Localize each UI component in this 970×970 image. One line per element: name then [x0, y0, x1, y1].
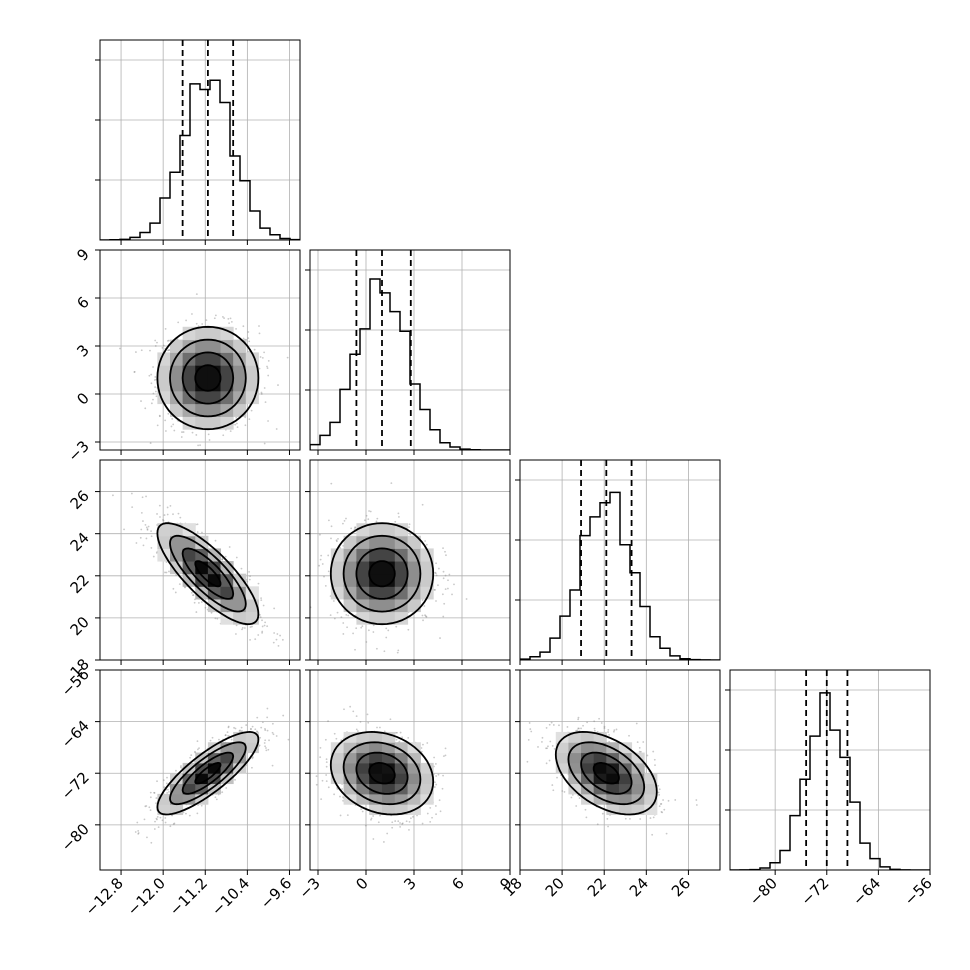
scatter-panel-3-2: 18 20 22 24 26: [500, 669, 721, 900]
x-tick-label: −10.4: [208, 874, 253, 919]
histogram-0: [100, 79, 300, 240]
density-grid: [157, 326, 259, 430]
contour-1: [580, 751, 633, 795]
contour-1: [181, 351, 235, 405]
x-tick-label: −3: [295, 874, 323, 902]
contour-1: [355, 547, 409, 600]
panel-frame: [99, 669, 301, 871]
panel-frame: [309, 669, 511, 871]
y-tick-label: 6: [73, 293, 92, 312]
contour-3: [554, 730, 658, 816]
y-tick-label: −72: [58, 768, 93, 803]
scatter-panel-1-0: −3 0 3 6 9: [64, 245, 301, 465]
y-tick-label: 24: [67, 529, 93, 555]
contour-3: [156, 325, 260, 431]
y-tick-label: 20: [67, 613, 93, 639]
x-tick-label: −9.6: [257, 874, 295, 912]
scatter-panel-3-1: −3 0 3 6 9: [295, 669, 516, 902]
x-tick-label: 22: [584, 874, 610, 900]
density-grid: [330, 731, 434, 816]
hist-panel-3: −80 −72 −64 −56: [725, 669, 936, 909]
y-tick-label: −3: [64, 437, 92, 465]
density-grid: [555, 731, 658, 816]
x-tick-label: −80: [746, 874, 781, 909]
contour-1: [181, 751, 235, 795]
x-tick-label: 3: [400, 874, 419, 893]
hist-panel-2: [515, 459, 721, 665]
histogram-2: [520, 491, 720, 660]
panel-frame: [99, 39, 301, 241]
panel-frame: [99, 459, 301, 661]
density-grid: [330, 523, 434, 625]
contour-3: [329, 522, 435, 626]
panel-frame: [729, 669, 931, 871]
contour-0: [368, 762, 396, 785]
y-tick-label: 9: [73, 245, 92, 264]
panel-frame: [309, 249, 511, 451]
x-tick-label: −11.2: [166, 874, 211, 919]
contour-2: [169, 338, 247, 418]
contour-0: [194, 364, 222, 392]
x-tick-label: −56: [901, 874, 936, 909]
histogram-3: [730, 692, 930, 870]
x-tick-label: 6: [448, 874, 467, 893]
y-tick-label: 3: [73, 341, 92, 360]
y-tick-label: −64: [58, 717, 93, 752]
contour-3: [156, 522, 260, 626]
panel-frame: [309, 459, 511, 661]
contour-1: [355, 751, 409, 795]
contour-0: [194, 560, 222, 588]
y-tick-label: −80: [58, 820, 93, 855]
x-tick-label: 24: [626, 874, 652, 900]
contour-1: [181, 547, 235, 600]
panel-frame: [519, 459, 721, 661]
contour-2: [169, 741, 247, 806]
x-tick-label: −12.0: [124, 874, 169, 919]
contour-3: [156, 730, 260, 816]
x-tick-label: −64: [849, 874, 884, 909]
contour-2: [342, 741, 422, 806]
contour-0: [194, 762, 222, 785]
contour-0: [368, 560, 396, 588]
x-tick-label: 26: [668, 874, 694, 900]
x-tick-label: 20: [542, 874, 568, 900]
scatter-panel-2-1: [305, 459, 511, 665]
contour-0: [592, 762, 620, 785]
hist-panel-0: [95, 39, 301, 245]
panel-frame: [519, 669, 721, 871]
scatter-panel-3-0: −12.8−12.0−11.2−10.4 −9.6−80−72−64−56: [58, 665, 301, 919]
y-tick-label: 22: [67, 571, 93, 597]
x-tick-label: −12.8: [82, 874, 127, 919]
x-tick-label: −72: [797, 874, 832, 909]
x-tick-label: 0: [352, 874, 371, 893]
y-tick-label: 0: [73, 389, 92, 408]
contour-2: [169, 534, 247, 613]
contour-2: [342, 534, 422, 613]
hist-panel-1: [305, 249, 511, 455]
contour-2: [567, 741, 646, 806]
contour-3: [329, 730, 435, 816]
panel-frame: [99, 249, 301, 451]
y-tick-label: 26: [67, 487, 93, 513]
